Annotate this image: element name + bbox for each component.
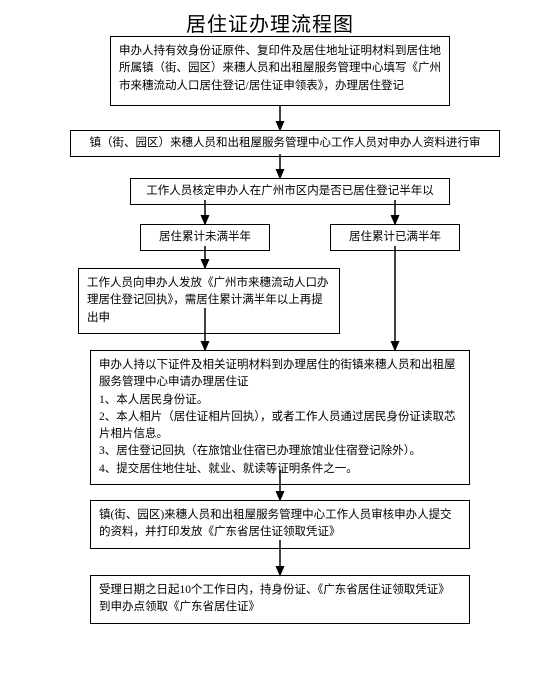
page-title: 居住证办理流程图 [0, 0, 540, 41]
node-step-6: 申办人持以下证件及相关证明材料到办理居住的街镇来穗人员和出租屋服务管理中心申请办… [90, 350, 470, 485]
node-step-1: 申办人持有效身份证原件、复印件及居住地址证明材料到居住地所属镇（街、园区）来穗人… [110, 36, 450, 106]
node-branch-ge6mo: 居住累计已满半年 [330, 224, 460, 251]
node-step-5: 工作人员向申办人发放《广州市来穗流动人口办理居住登记回执》，需居住累计满半年以上… [78, 268, 340, 334]
node-branch-lt6mo: 居住累计未满半年 [140, 224, 270, 251]
node-step-2: 镇（街、园区）来穗人员和出租屋服务管理中心工作人员对申办人资料进行审 [70, 130, 500, 157]
node-step-3: 工作人员核定申办人在广州市区内是否已居住登记半年以 [130, 178, 450, 205]
node-step-7: 镇(街、园区)来穗人员和出租屋服务管理中心工作人员审核申办人提交的资料，并打印发… [90, 500, 470, 549]
node-step-8: 受理日期之日起10个工作日内，持身份证、《广东省居住证领取凭证》到申办点领取《广… [90, 575, 470, 624]
